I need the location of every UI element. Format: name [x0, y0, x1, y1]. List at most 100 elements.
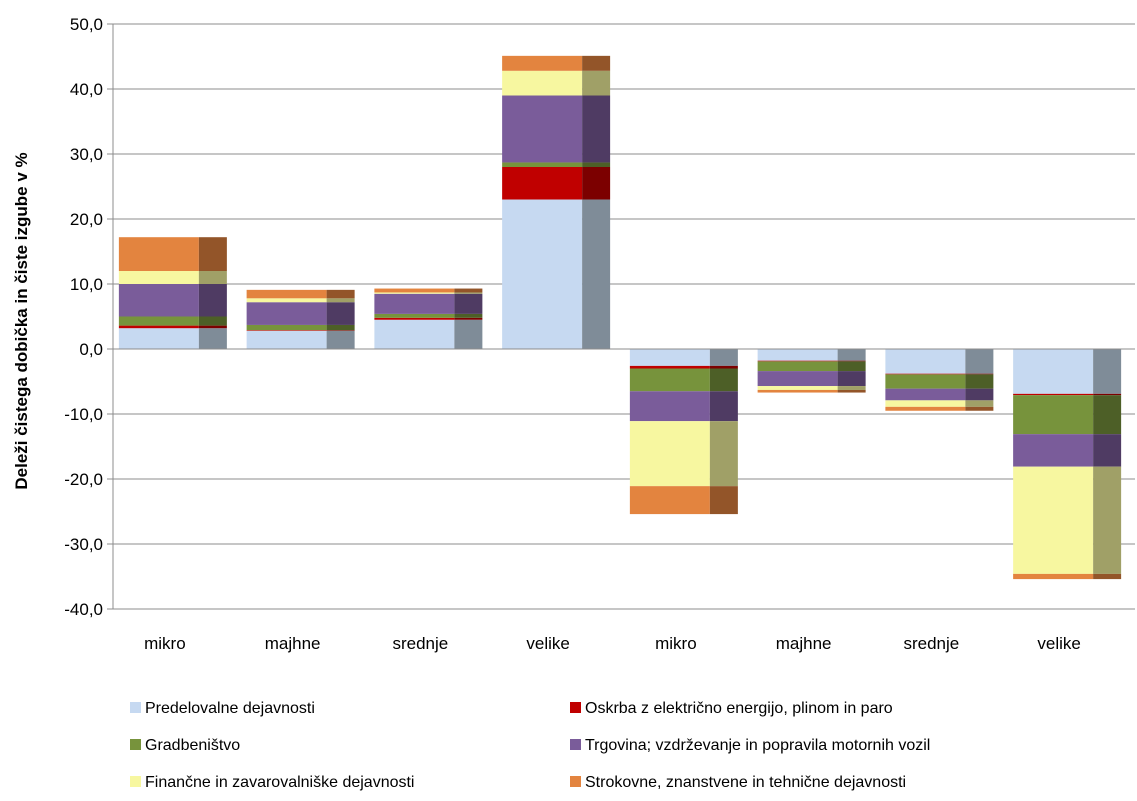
bar-segment-side	[709, 365, 738, 369]
y-tick-label: -20,0	[64, 470, 103, 489]
bar-segment	[1013, 395, 1094, 435]
bar-stack	[885, 349, 994, 411]
bar-segment-side	[709, 368, 738, 392]
bar-segment	[757, 361, 838, 372]
legend: Predelovalne dejavnosti Oskrba z električ…	[130, 700, 930, 791]
bar-stack	[629, 349, 738, 515]
legend-label: Finančne in zavarovalniške dejavnosti	[145, 774, 414, 791]
bar-segment-side	[454, 293, 483, 314]
bar-stack	[757, 349, 866, 393]
bar-segment-side	[582, 162, 611, 167]
bar-stack	[118, 237, 227, 349]
legend-label: Oskrba z električno energijo, plinom in …	[585, 700, 893, 717]
x-tick-label: mikro	[144, 634, 186, 653]
legend-swatch	[130, 739, 141, 750]
bar-segment-side	[326, 324, 355, 331]
x-axis-labels: mikro majhne srednje velike mikro majhne sredn…	[144, 634, 1081, 653]
bar-segment-side	[965, 374, 994, 389]
y-tick-label: -40,0	[64, 600, 103, 619]
bar-segment	[118, 284, 199, 317]
bar-segment-side	[1093, 349, 1122, 394]
bar-segment-side	[454, 292, 483, 294]
bar-segment-side	[454, 319, 483, 349]
x-tick-label: mikro	[655, 634, 697, 653]
bar-segment-side	[965, 406, 994, 411]
bar-segment	[885, 374, 966, 389]
y-tick-label: -30,0	[64, 535, 103, 554]
x-tick-label: velike	[1037, 634, 1080, 653]
bars	[118, 55, 1122, 580]
bar-segment	[629, 368, 710, 392]
bar-segment	[502, 70, 583, 96]
bar-segment-side	[837, 389, 866, 393]
bar-segment-side	[965, 373, 994, 375]
bar-segment-side	[198, 316, 227, 326]
bar-segment	[885, 388, 966, 401]
y-tick-label: 0,0	[79, 340, 103, 359]
legend-swatch	[570, 702, 581, 713]
bar-segment	[118, 325, 199, 329]
x-tick-label: srednje	[903, 634, 959, 653]
bar-segment-side	[198, 325, 227, 329]
bar-segment	[757, 360, 838, 362]
bar-segment-side	[326, 289, 355, 299]
bar-segment	[374, 293, 455, 314]
bar-segment	[502, 199, 583, 349]
x-tick-label: majhne	[265, 634, 321, 653]
bar-segment-side	[837, 360, 866, 362]
y-tick-label: -10,0	[64, 405, 103, 424]
legend-item: Oskrba z električno energijo, plinom in …	[570, 700, 893, 717]
bar-segment-side	[198, 284, 227, 317]
bar-segment	[1013, 393, 1094, 396]
bar-segment	[757, 386, 838, 390]
legend-label: Trgovina; vzdrževanje in popravila motor…	[585, 737, 930, 754]
bar-segment-side	[1093, 395, 1122, 435]
bar-segment	[1013, 349, 1094, 394]
legend-item: Strokovne, znanstvene in tehnične dejavn…	[570, 774, 906, 791]
bar-segment-side	[454, 288, 483, 293]
y-tick-label: 10,0	[70, 275, 103, 294]
bar-segment	[502, 55, 583, 71]
y-tick-label: 40,0	[70, 80, 103, 99]
bar-segment-side	[965, 388, 994, 401]
bar-stack	[1013, 349, 1122, 580]
bar-segment-side	[198, 271, 227, 284]
bar-segment	[885, 400, 966, 407]
bar-segment-side	[837, 386, 866, 390]
y-tick-label: 30,0	[70, 145, 103, 164]
legend-label: Strokovne, znanstvene in tehnične dejavn…	[585, 774, 906, 791]
bar-segment-side	[965, 349, 994, 374]
legend-label: Predelovalne dejavnosti	[145, 700, 315, 717]
bar-segment	[629, 365, 710, 369]
legend-swatch	[570, 776, 581, 787]
bar-segment	[118, 328, 199, 349]
bar-segment	[1013, 466, 1094, 574]
bar-segment-side	[582, 199, 611, 349]
bar-segment-side	[837, 361, 866, 372]
bar-segment	[757, 349, 838, 361]
legend-swatch	[130, 776, 141, 787]
axes	[112, 24, 1135, 609]
bar-segment-side	[1093, 573, 1122, 580]
bar-segment	[374, 319, 455, 349]
bar-segment-side	[837, 349, 866, 361]
bar-segment	[374, 288, 455, 293]
bar-segment-side	[1093, 393, 1122, 396]
y-axis-label: Deleži čistega dobička in čiste izgube v…	[12, 152, 31, 489]
bar-segment	[118, 237, 199, 271]
legend-item: Gradbeništvo	[130, 737, 240, 754]
legend-swatch	[130, 702, 141, 713]
bar-segment	[885, 406, 966, 411]
bar-segment-side	[198, 328, 227, 349]
x-tick-label: velike	[526, 634, 569, 653]
bar-segment	[629, 486, 710, 515]
bar-segment	[246, 302, 327, 325]
bar-segment-side	[1093, 434, 1122, 467]
bar-segment-side	[837, 371, 866, 387]
bar-segment	[374, 292, 455, 294]
bar-segment-side	[326, 330, 355, 349]
y-axis-ticks: 50,0 40,0 30,0 20,0 10,0 0,0 -10,0 -20,0 -30,0 -4…	[64, 15, 113, 619]
bar-stack	[374, 288, 483, 349]
bar-segment-side	[582, 70, 611, 96]
